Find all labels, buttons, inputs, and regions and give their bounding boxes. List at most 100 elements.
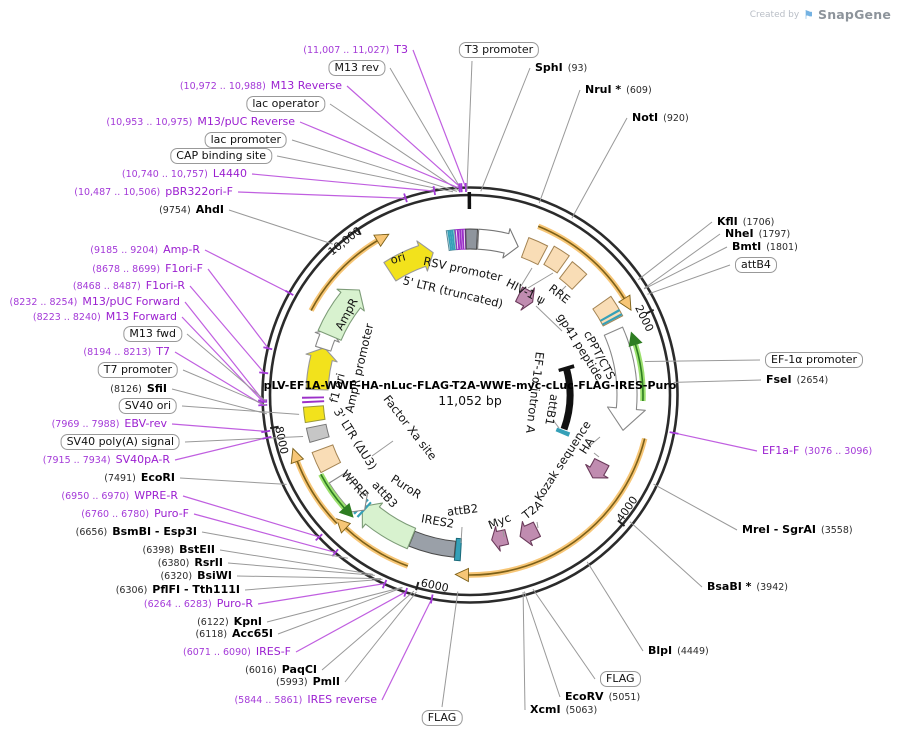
label-paqci[interactable]: (6016) PaqCI [245, 663, 317, 677]
feature-label-myc-tag[interactable]: Myc [486, 510, 513, 532]
feature-sv40ori-box[interactable] [302, 405, 326, 424]
label-t3[interactable]: (11,007 .. 11,027) T3 [303, 43, 408, 57]
label-kpni[interactable]: (6122) KpnI [197, 615, 262, 629]
feature-puror-arrow[interactable] [361, 502, 417, 550]
feature-cppt-stripe-1[interactable] [599, 309, 621, 322]
feature-t2a-arrow[interactable] [519, 521, 542, 547]
label-m13-forward[interactable]: (8223 .. 8240) M13 Forward [33, 310, 177, 324]
label-puro-r[interactable]: (6264 .. 6283) Puro-R [144, 597, 253, 611]
label-bsmbi[interactable]: (6656) BsmBI - Esp3I [76, 525, 197, 539]
label-puro-f[interactable]: (6760 .. 6780) Puro-F [81, 507, 189, 521]
label-m13-fwd[interactable]: M13 fwd [123, 326, 182, 342]
feature-label-attb2[interactable]: attB2 [446, 501, 479, 519]
label-m13-reverse[interactable]: (10,972 .. 10,988) M13 Reverse [180, 79, 342, 93]
label-sphi[interactable]: SphI (93) [535, 61, 587, 75]
created-by-text: Created by [749, 9, 800, 20]
label-sv40-polya[interactable]: SV40 poly(A) signal [60, 434, 180, 450]
feature-sv40pa-box[interactable] [305, 423, 330, 444]
label-position-sv40pa-r: (7915 .. 7934) [42, 455, 111, 466]
feature-rre-box[interactable] [558, 260, 588, 291]
label-attb4[interactable]: attB4 [735, 257, 777, 273]
feature-label-attb1[interactable]: attB1 [542, 393, 561, 426]
label-ahdi[interactable]: (9754) AhdI [159, 203, 224, 217]
label-t7[interactable]: (8194 .. 8213) T7 [83, 345, 170, 359]
label-pflfi[interactable]: (6306) PflFI - Tth111I [116, 583, 240, 597]
feature-ires2-arc[interactable] [408, 530, 457, 558]
label-t3-promoter[interactable]: T3 promoter [458, 42, 540, 58]
label-pmli[interactable]: (5993) PmlI [276, 675, 340, 689]
feature-attb1-cap[interactable] [555, 427, 571, 437]
label-name-bsteii: BstEII [179, 543, 215, 556]
label-lac-promoter[interactable]: lac promoter [204, 132, 287, 148]
label-ires-reverse[interactable]: (5844 .. 5861) IRES reverse [234, 693, 377, 707]
label-name-mrei-sgrai: MreI - SgrAI [742, 523, 816, 536]
feature-gp41-arrow[interactable] [515, 286, 535, 311]
feature-ltr5-arrow[interactable] [477, 228, 519, 259]
plasmid-size: 11,052 bp [438, 393, 502, 408]
label-rsrii[interactable]: (6380) RsrII [158, 556, 223, 570]
label-fsei[interactable]: FseI (2654) [766, 373, 828, 387]
feature-label-ori[interactable]: ori [389, 249, 407, 267]
label-m13-puc-forward[interactable]: (8232 .. 8254) M13/pUC Forward [9, 295, 180, 309]
feature-hiv1-psi-box-a[interactable] [520, 236, 549, 266]
label-ef1a-f[interactable]: EF1a-F (3076 .. 3096) [762, 444, 872, 458]
label-pbr322ori-f[interactable]: (10,487 .. 10,506) pBR322ori-F [74, 185, 233, 199]
feature-label-ires2[interactable]: IRES2 [420, 511, 455, 531]
label-t7-promoter[interactable]: T7 promoter [97, 362, 178, 378]
label-ires-f[interactable]: (6071 .. 6090) IRES-F [183, 645, 291, 659]
label-bsiwi[interactable]: (6320) BsiWI [160, 569, 232, 583]
feature-intron-cap-top[interactable] [558, 364, 575, 372]
feature-wpre-arrow[interactable] [328, 471, 369, 514]
label-flag-1[interactable]: FLAG [600, 671, 641, 687]
label-ecori[interactable]: (7491) EcoRI [104, 471, 175, 485]
feature-ef1a-intron-arc[interactable] [560, 368, 574, 431]
feature-rsv-promoter-marks-stripe [449, 230, 454, 251]
label-blpi[interactable]: BlpI (4449) [648, 644, 709, 658]
feature-ha-arrow[interactable] [585, 458, 610, 479]
label-m13-rev[interactable]: M13 rev [328, 60, 385, 76]
label-mrei-sgrai[interactable]: MreI - SgrAI (3558) [742, 523, 853, 537]
feature-orf-arc-ampr-arrowhead [373, 233, 390, 248]
label-wpre-r[interactable]: (6950 .. 6970) WPRE-R [61, 489, 178, 503]
label-xcmi[interactable]: XcmI (5063) [530, 703, 597, 717]
feature-hiv1-psi-box-b[interactable] [543, 245, 570, 274]
label-sv40pa-r[interactable]: (7915 .. 7934) SV40pA-R [43, 453, 170, 467]
label-acc65i[interactable]: (6118) Acc65I [195, 627, 273, 641]
label-nrui[interactable]: NruI * (609) [585, 83, 652, 97]
label-nhei[interactable]: NheI (1797) [725, 227, 790, 241]
feature-ampr-arrow[interactable] [317, 288, 365, 341]
label-f1ori-r[interactable]: (8468 .. 8487) F1ori-R [73, 279, 185, 293]
label-m13-puc-reverse[interactable]: (10,953 .. 10,975) M13/pUC Reverse [106, 115, 295, 129]
plasmid-backbone-outer [261, 186, 679, 604]
label-sv40-ori[interactable]: SV40 ori [118, 398, 177, 414]
feature-orf-arc-wpre-core [296, 461, 338, 525]
label-kfli[interactable]: KflI (1706) [717, 215, 774, 229]
label-l4440[interactable]: (10,740 .. 10,757) L4440 [122, 167, 247, 181]
label-flag-2[interactable]: FLAG [421, 710, 463, 726]
label-ecorv[interactable]: EcoRV (5051) [565, 690, 640, 704]
label-ebv-rev[interactable]: (7969 .. 7988) EBV-rev [52, 417, 167, 431]
label-sfii[interactable]: (8126) SfiI [110, 382, 167, 396]
feature-myc-arrow[interactable] [491, 525, 510, 552]
label-ef1a-promoter[interactable]: EF-1α promoter [765, 352, 864, 368]
feature-primer-stripe-b[interactable] [301, 396, 324, 399]
primer-site-mark-ebv-rev [261, 429, 271, 434]
label-name-sphi: SphI [535, 61, 563, 74]
feature-ltr3-box[interactable] [311, 444, 342, 474]
feature-green-arc-wpre-arrowhead [338, 502, 354, 518]
label-bsabi[interactable]: BsaBI * (3942) [707, 580, 788, 594]
feature-ef1a-promoter-arrow[interactable] [603, 326, 646, 431]
feature-primer-stripe-a[interactable] [302, 400, 325, 404]
feature-ltr5-gray-box[interactable] [465, 228, 479, 250]
feature-ori-arrow[interactable] [383, 240, 434, 282]
label-lac-operator[interactable]: lac operator [246, 96, 325, 112]
label-f1ori-f[interactable]: (8678 .. 8699) F1ori-F [92, 262, 203, 276]
callout-line-sv40-ori [181, 405, 300, 415]
label-amp-r[interactable]: (9185 .. 9204) Amp-R [90, 243, 200, 257]
label-bsteii[interactable]: (6398) BstEII [143, 543, 215, 557]
label-noti[interactable]: NotI (920) [632, 111, 689, 125]
feature-f1ori-arrow[interactable] [305, 347, 338, 391]
feature-cppt-stripe-2[interactable] [601, 313, 623, 326]
label-cap-binding-site[interactable]: CAP binding site [170, 148, 272, 164]
label-bmti[interactable]: BmtI (1801) [732, 240, 798, 254]
